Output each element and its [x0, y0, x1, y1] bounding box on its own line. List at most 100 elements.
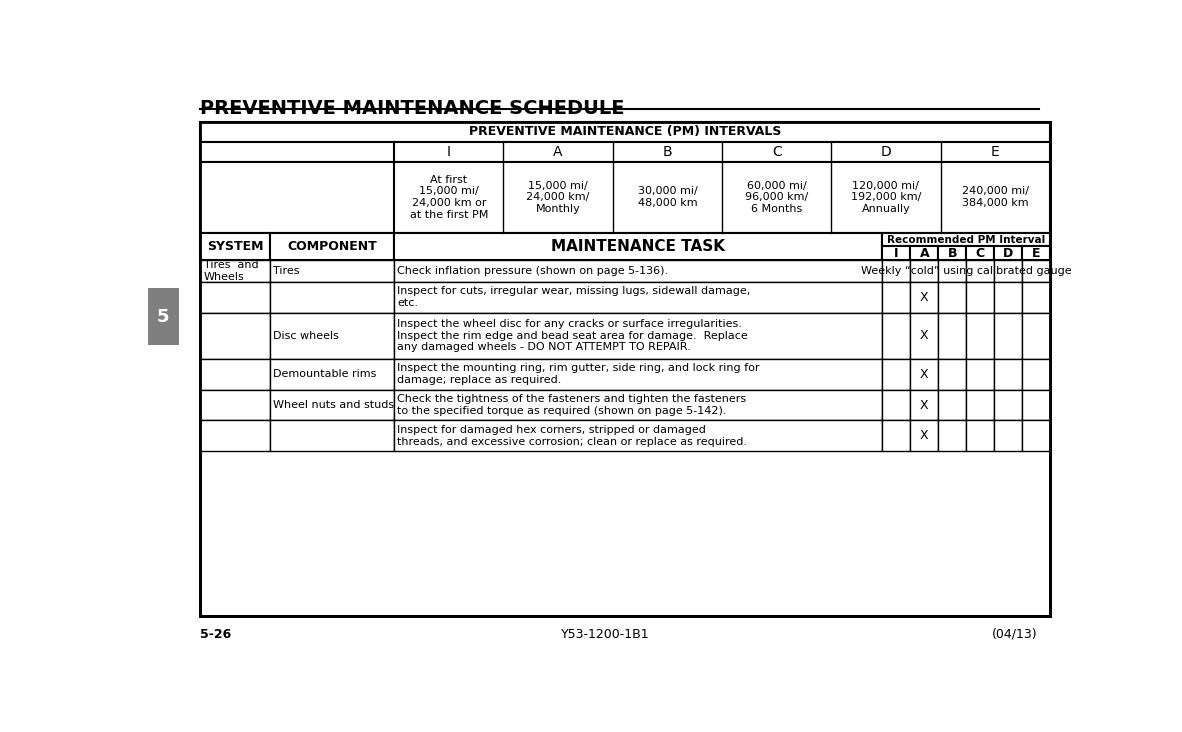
Bar [910, 282, 939, 313]
Text: X: X [920, 399, 929, 411]
Bar [1022, 359, 1050, 389]
Bar [910, 313, 939, 359]
Text: B: B [663, 145, 673, 159]
Text: 240,000 mi/
384,000 km: 240,000 mi/ 384,000 km [962, 187, 1028, 208]
Text: Inspect the mounting ring, rim gutter, side ring, and lock ring for
damage; repl: Inspect the mounting ring, rim gutter, s… [397, 364, 760, 385]
Bar [201, 122, 1050, 616]
Bar [939, 313, 966, 359]
Bar [994, 247, 1022, 261]
Bar [883, 313, 910, 359]
Bar [883, 261, 910, 282]
Text: 60,000 mi/
96,000 km/
6 Months: 60,000 mi/ 96,000 km/ 6 Months [745, 181, 808, 214]
Bar [148, 288, 178, 345]
Text: X: X [920, 329, 929, 343]
Bar [271, 233, 395, 261]
Text: 120,000 mi/
192,000 km/
Annually: 120,000 mi/ 192,000 km/ Annually [851, 181, 921, 214]
Bar [395, 282, 883, 313]
Text: C: C [772, 145, 781, 159]
Text: D: D [1002, 247, 1013, 260]
Bar [201, 261, 271, 282]
Bar [910, 261, 939, 282]
Bar [1022, 313, 1050, 359]
Bar [201, 162, 1050, 233]
Bar [883, 282, 910, 313]
Bar [395, 389, 883, 420]
Text: E: E [991, 145, 1000, 159]
Bar [883, 233, 1050, 247]
Bar [271, 389, 395, 420]
Bar [1022, 420, 1050, 452]
Bar [939, 389, 966, 420]
Bar [994, 359, 1022, 389]
Bar [966, 282, 994, 313]
Text: PREVENTIVE MAINTENANCE SCHEDULE: PREVENTIVE MAINTENANCE SCHEDULE [201, 99, 625, 118]
Bar [271, 282, 395, 313]
Text: Y53-1200-1B1: Y53-1200-1B1 [561, 628, 650, 640]
Text: X: X [920, 367, 929, 381]
Bar [910, 420, 939, 452]
Bar [910, 359, 939, 389]
Bar [395, 261, 883, 282]
Bar [939, 261, 966, 282]
Bar [271, 313, 395, 359]
Bar [994, 420, 1022, 452]
Text: X: X [920, 291, 929, 304]
Bar [939, 359, 966, 389]
Bar [271, 359, 395, 389]
Text: Recommended PM Interval: Recommended PM Interval [886, 234, 1045, 244]
Text: E: E [1032, 247, 1040, 260]
Bar [994, 313, 1022, 359]
Bar [1022, 247, 1050, 261]
Text: X: X [920, 430, 929, 442]
Text: I: I [894, 247, 898, 260]
Text: I: I [447, 145, 450, 159]
Text: MAINTENANCE TASK: MAINTENANCE TASK [551, 239, 726, 254]
Text: D: D [881, 145, 891, 159]
Bar [1022, 261, 1050, 282]
Text: 5-26: 5-26 [201, 628, 232, 640]
Bar [966, 313, 994, 359]
Bar [395, 233, 883, 261]
Bar [201, 389, 271, 420]
Bar [201, 359, 271, 389]
Bar [395, 420, 883, 452]
Bar [201, 122, 1050, 616]
Bar [966, 389, 994, 420]
Bar [201, 420, 271, 452]
Text: Inspect the wheel disc for any cracks or surface irregularities.
Inspect the rim: Inspect the wheel disc for any cracks or… [397, 319, 748, 352]
Text: PREVENTIVE MAINTENANCE (PM) INTERVALS: PREVENTIVE MAINTENANCE (PM) INTERVALS [469, 125, 781, 138]
Bar [939, 282, 966, 313]
Bar [201, 122, 1050, 142]
Bar [994, 282, 1022, 313]
Bar [1022, 282, 1050, 313]
Text: 5: 5 [157, 307, 169, 326]
Bar [910, 389, 939, 420]
Bar [966, 261, 994, 282]
Text: Wheel nuts and studs: Wheel nuts and studs [273, 400, 395, 410]
Bar [966, 420, 994, 452]
Bar [271, 420, 395, 452]
Text: SYSTEM: SYSTEM [207, 240, 264, 253]
Bar [395, 313, 883, 359]
Text: (04/13): (04/13) [992, 628, 1038, 640]
Text: Inspect for cuts, irregular wear, missing lugs, sidewall damage,
etc.: Inspect for cuts, irregular wear, missin… [397, 286, 751, 308]
Bar [994, 389, 1022, 420]
Bar [939, 420, 966, 452]
Text: Demountable rims: Demountable rims [273, 369, 377, 379]
Text: Inspect for damaged hex corners, stripped or damaged
threads, and excessive corr: Inspect for damaged hex corners, strippe… [397, 425, 747, 447]
Bar [939, 247, 966, 261]
Text: Tires: Tires [273, 266, 300, 276]
Text: At first
15,000 mi/
24,000 km or
at the first PM: At first 15,000 mi/ 24,000 km or at the … [410, 175, 488, 220]
Bar [1022, 389, 1050, 420]
Text: A: A [553, 145, 563, 159]
Bar [271, 261, 395, 282]
Bar [883, 247, 910, 261]
Bar [966, 359, 994, 389]
Text: COMPONENT: COMPONENT [287, 240, 377, 253]
Text: Disc wheels: Disc wheels [273, 331, 339, 341]
Bar [910, 247, 939, 261]
Bar [883, 389, 910, 420]
Text: B: B [948, 247, 957, 260]
Bar [201, 282, 271, 313]
Text: Weekly “cold” using calibrated gauge: Weekly “cold” using calibrated gauge [860, 266, 1071, 276]
